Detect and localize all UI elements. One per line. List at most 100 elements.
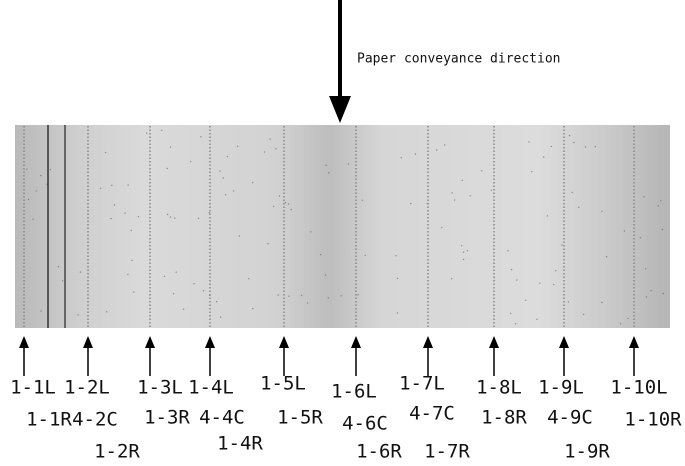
marker-label: 1-2L	[64, 377, 110, 399]
speck	[220, 317, 221, 318]
speck	[528, 141, 529, 142]
speck	[444, 144, 445, 145]
speck	[252, 182, 253, 183]
speck	[325, 165, 326, 166]
speck	[578, 207, 579, 208]
marker-label: 4-6C	[342, 413, 388, 435]
speck	[307, 302, 308, 303]
speck	[516, 279, 517, 280]
speck	[569, 135, 570, 136]
speck	[572, 192, 573, 193]
speck	[601, 302, 602, 303]
marker-label: 1-1L	[10, 377, 56, 399]
speck	[198, 218, 199, 219]
speck	[176, 272, 177, 273]
speck	[193, 283, 194, 284]
speck	[507, 250, 508, 251]
speck	[264, 151, 265, 152]
marker-label: 1-7R	[424, 441, 470, 463]
speck	[328, 297, 329, 298]
marker-label: 1-2R	[94, 441, 140, 463]
speck	[291, 209, 292, 210]
marker-arrow-head	[489, 336, 499, 348]
speck	[436, 149, 437, 150]
speck	[568, 301, 569, 302]
speck	[325, 274, 326, 275]
speck	[547, 215, 548, 216]
speck	[395, 255, 396, 256]
speck	[454, 199, 455, 200]
speck	[511, 269, 512, 270]
speck	[410, 203, 411, 204]
caption: Paper conveyance direction	[357, 52, 561, 67]
speck	[660, 200, 661, 201]
speck	[640, 237, 641, 238]
speck	[237, 146, 238, 147]
speck	[555, 270, 556, 271]
speck	[624, 230, 625, 231]
speck	[32, 219, 33, 220]
speck	[627, 318, 628, 319]
speck	[124, 212, 125, 213]
speck	[248, 278, 249, 279]
speck	[203, 290, 204, 291]
speck	[601, 211, 602, 212]
speck	[461, 245, 462, 246]
speck	[310, 231, 311, 232]
speck	[531, 171, 532, 172]
speck	[223, 177, 224, 178]
speck	[277, 294, 278, 295]
marker-label: 1-4R	[217, 433, 263, 455]
speck	[269, 138, 270, 139]
speck	[164, 276, 165, 277]
speck	[190, 161, 191, 162]
speck	[46, 184, 47, 185]
speck	[491, 190, 492, 191]
speck	[510, 313, 511, 314]
speck	[645, 268, 646, 269]
speck	[114, 204, 115, 205]
marker-label: 1-10R	[624, 409, 682, 431]
speck	[481, 170, 482, 171]
speck	[658, 205, 659, 206]
marker-arrow-head	[351, 336, 361, 348]
speck	[573, 142, 574, 143]
marker-label: 1-1R	[26, 409, 72, 431]
speck	[362, 200, 363, 201]
speck	[585, 146, 586, 147]
speck	[288, 203, 289, 204]
speck	[348, 163, 349, 164]
speck	[583, 314, 584, 315]
speck	[252, 308, 253, 309]
speck	[467, 250, 468, 251]
speck	[451, 192, 452, 193]
speck	[216, 301, 217, 302]
marker-label: 1-5R	[277, 407, 323, 429]
speck	[285, 202, 286, 203]
speck	[209, 212, 210, 213]
speck	[77, 314, 78, 315]
marker-arrow-head	[559, 336, 569, 348]
marker-arrow-head	[629, 336, 639, 348]
speck	[167, 214, 168, 215]
marker-label: 4-7C	[409, 403, 455, 425]
marker-label: 1-10L	[610, 377, 667, 399]
direction-arrow-head	[329, 96, 351, 123]
speck	[170, 216, 171, 217]
marker-label: 1-3R	[144, 407, 190, 429]
marker-label: 1-8L	[476, 377, 522, 399]
speck	[173, 293, 174, 294]
speck	[273, 206, 274, 207]
speck	[606, 256, 607, 257]
speck	[620, 323, 621, 324]
speck	[515, 323, 516, 324]
speck	[463, 252, 464, 253]
speck	[225, 194, 226, 195]
speck	[131, 230, 132, 231]
speck	[133, 291, 134, 292]
speck	[441, 227, 442, 228]
marker-label: 1-3L	[137, 377, 183, 399]
marker-label: 1-6L	[331, 381, 377, 403]
speck	[415, 153, 416, 154]
